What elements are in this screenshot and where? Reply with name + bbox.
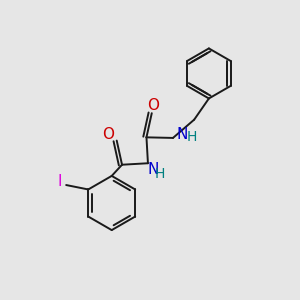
Text: O: O — [147, 98, 159, 113]
Text: N: N — [176, 128, 188, 142]
Text: H: H — [155, 167, 166, 182]
Text: O: O — [102, 127, 114, 142]
Text: H: H — [187, 130, 197, 144]
Text: N: N — [148, 162, 159, 177]
Text: I: I — [58, 174, 62, 189]
